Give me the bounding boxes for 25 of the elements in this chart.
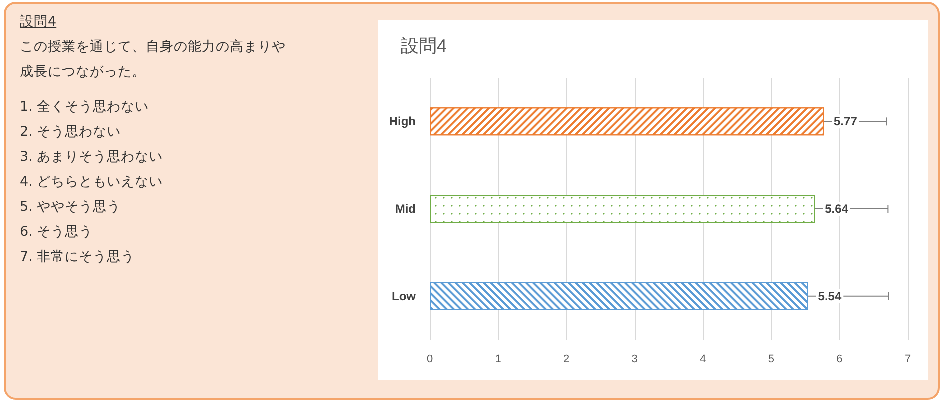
y-tick-label: High (389, 114, 416, 129)
text: 6. そう思う (20, 223, 94, 242)
x-tick-label: 7 (904, 354, 912, 366)
y-tick-label: Mid (395, 202, 416, 216)
text: 設問4 (20, 13, 58, 32)
text: 7. 非常にそう思う (20, 248, 136, 267)
x-tick-label: 6 (836, 354, 843, 366)
x-tick-label: 3 (632, 354, 638, 366)
data-label: 5.77 (834, 114, 858, 129)
x-tick-label: 4 (700, 354, 706, 366)
x-tick-label: 1 (495, 354, 502, 366)
text: 4. どちらともいえない (20, 173, 164, 192)
data-label: 5.64 (825, 202, 849, 216)
chart-title: 設問4 (401, 36, 448, 56)
y-tick-label: Low (392, 289, 417, 304)
x-tick-label: 5 (768, 354, 774, 366)
text: 2. そう思わない (20, 123, 122, 142)
data-label: 5.54 (818, 289, 842, 304)
text: 5. ややそう思う (20, 198, 122, 217)
x-tick-label: 0 (426, 354, 434, 366)
text: この授業を通じて、自身の能力の高まりや (20, 38, 287, 57)
text: 1. 全くそう思わない (20, 98, 150, 117)
x-tick-label: 2 (564, 354, 570, 366)
text: 3. あまりそう思わない (20, 148, 164, 167)
text: 成長につながった。 (20, 63, 147, 82)
